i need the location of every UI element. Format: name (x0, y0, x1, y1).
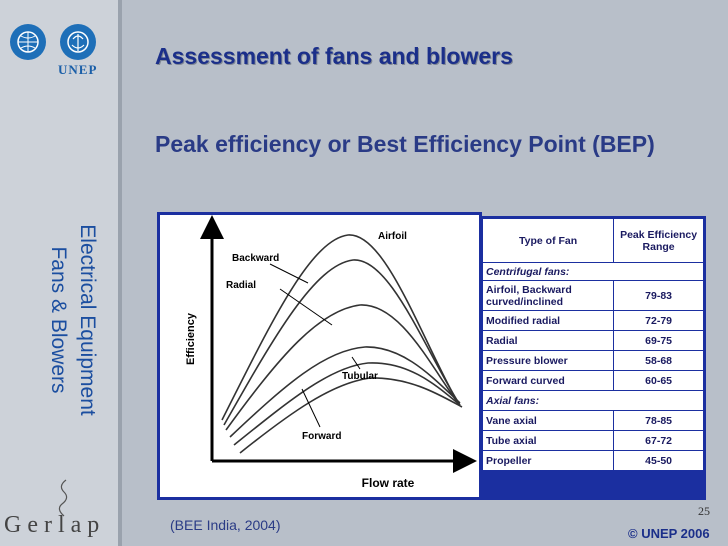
curve-forward (239, 377, 463, 454)
table-row: Forward curved 60-65 (481, 370, 704, 391)
un-emblem-icon (10, 24, 46, 60)
label-forward: Forward (302, 431, 341, 442)
page-number: 25 (698, 504, 710, 518)
copyright: © UNEP 2006 (628, 526, 710, 541)
label-airfoil: Airfoil (378, 231, 407, 242)
x-axis-label: Flow rate (362, 476, 415, 490)
sidebar (0, 0, 122, 546)
pointer-forward (301, 388, 321, 428)
section-axial: Axial fans: (482, 390, 704, 411)
unep-emblem-icon (60, 24, 96, 60)
table-row: Radial 69-75 (481, 330, 704, 351)
table-row: Vane axial 78-85 (481, 410, 704, 431)
efficiency-chart: Efficiency Flow rate Airfoil Backward Ra… (157, 212, 482, 500)
curve-radial (225, 304, 459, 431)
fan-efficiency-table-frame: Type of Fan Peak Efficiency Range Centri… (480, 216, 706, 500)
vertical-title-line2: Fans & Blowers (47, 246, 70, 394)
pointer-backward (269, 263, 309, 284)
vertical-title: Electrical Equipment Fans & Blowers (6, 150, 118, 450)
section-centrifugal: Centrifugal fans: (482, 262, 704, 281)
curve-airfoil (221, 234, 459, 421)
header-peak-range: Peak Efficiency Range (613, 218, 704, 263)
unep-logo-text: UNEP (58, 62, 98, 77)
gerlap-swirl-icon (58, 479, 68, 517)
page-subtitle: Peak efficiency or Best Efficiency Point… (155, 131, 655, 157)
fan-efficiency-table: Type of Fan Peak Efficiency Range Centri… (481, 218, 704, 471)
table-row: Propeller 45-50 (481, 450, 704, 471)
label-backward: Backward (232, 253, 279, 264)
label-radial: Radial (226, 280, 256, 291)
curve-backward (223, 259, 461, 426)
table-row: Pressure blower 58-68 (481, 350, 704, 371)
pointer-radial (279, 288, 333, 326)
header-type-of-fan: Type of Fan (481, 218, 615, 263)
source-citation: (BEE India, 2004) (170, 517, 281, 533)
y-axis-label: Efficiency (185, 312, 197, 365)
sidebar-divider (118, 0, 122, 546)
table-row: Tube axial 67-72 (481, 430, 704, 451)
label-tubular: Tubular (342, 371, 378, 382)
gerlap-logo: Gerlap (4, 512, 106, 538)
pointer-tubular (351, 356, 361, 370)
page-title: Assessment of fans and blowers (155, 43, 513, 69)
curve-modified (229, 346, 461, 438)
table-row: Modified radial 72-79 (481, 310, 704, 331)
table-row: Airfoil, Backward curved/inclined 79-83 (481, 280, 704, 311)
vertical-title-line1: Electrical Equipment (76, 224, 99, 416)
curve-tubular (233, 362, 461, 446)
